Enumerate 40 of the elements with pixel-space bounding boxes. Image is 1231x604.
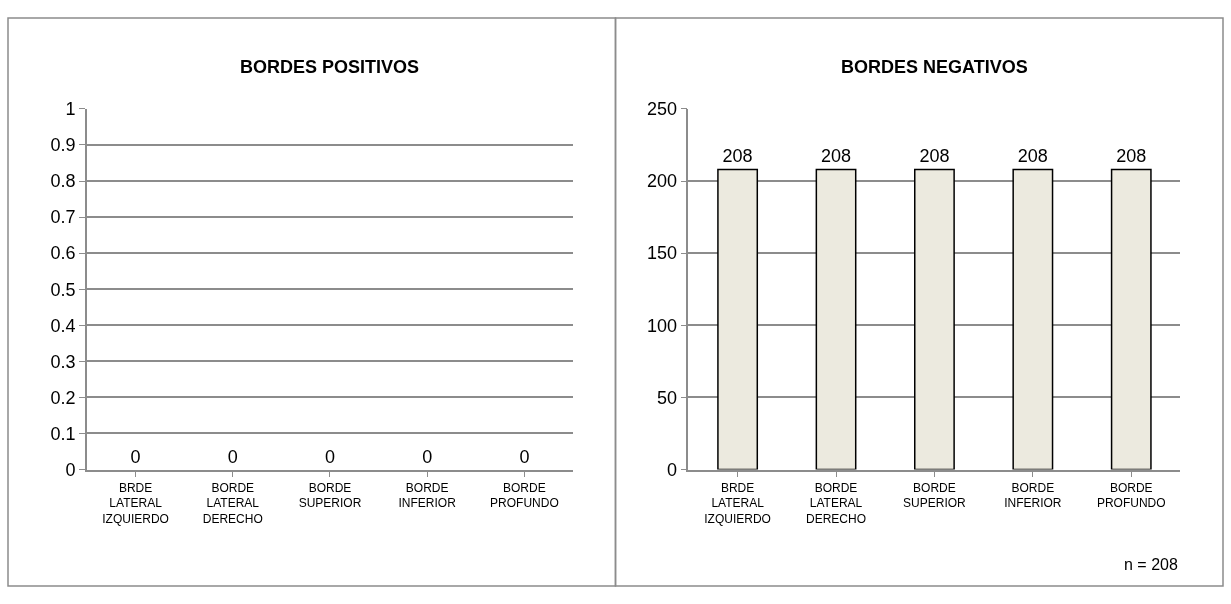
data-label: 0 — [227, 446, 238, 467]
y-tick-label: 50 — [657, 387, 678, 408]
x-tick-label: BORDE INFERIOR — [398, 480, 457, 511]
y-tick-label: 1 — [65, 99, 76, 120]
y-tick-label: 0.5 — [50, 279, 76, 300]
y-tick-label: 0.9 — [50, 135, 76, 156]
y-tick-label: 0.3 — [50, 351, 76, 372]
x-tick-label: BRDE LATERAL IZQUIERDO — [102, 480, 169, 526]
text: n = 208 — [1124, 556, 1178, 573]
y-tick-label: 0.8 — [50, 171, 76, 192]
x-tick-label: BORDE INFERIOR — [1004, 480, 1062, 511]
data-label: 0 — [519, 446, 530, 467]
data-label: 208 — [919, 146, 950, 167]
x-tick-label: BRDE LATERAL IZQUIERDO — [704, 480, 771, 526]
data-label: 208 — [821, 146, 852, 167]
y-tick-label: 0 — [65, 459, 76, 480]
data-label: 0 — [324, 446, 335, 467]
y-tick-label: 0.6 — [50, 243, 76, 264]
data-label: 0 — [130, 446, 141, 467]
y-tick-label: 0.2 — [50, 387, 76, 408]
chart-title: BORDES NEGATIVOS — [841, 57, 1028, 77]
x-tick-label: BORDE LATERAL DERECHO — [202, 480, 263, 526]
y-tick-label: 0.1 — [50, 423, 76, 444]
data-label: 208 — [1116, 146, 1147, 167]
x-tick-label: BORDE PROFUNDO — [490, 480, 559, 511]
x-tick-label: BORDE SUPERIOR — [903, 480, 967, 511]
y-tick-label: 0.7 — [50, 207, 76, 228]
x-tick-label: BORDE SUPERIOR — [298, 480, 362, 511]
y-tick-label: 150 — [647, 243, 678, 264]
chart-title: BORDES POSITIVOS — [240, 57, 420, 77]
y-tick-label: 0 — [667, 459, 678, 480]
y-tick-label: 250 — [647, 99, 678, 120]
data-label: 208 — [1017, 146, 1048, 167]
y-tick-label: 0.4 — [50, 315, 76, 336]
data-label: 208 — [722, 146, 753, 167]
x-tick-label: BORDE PROFUNDO — [1096, 480, 1166, 511]
x-tick-label: BORDE LATERAL DERECHO — [806, 480, 867, 526]
y-tick-label: 200 — [647, 171, 678, 192]
y-tick-label: 100 — [647, 315, 678, 336]
data-label: 0 — [422, 446, 433, 467]
